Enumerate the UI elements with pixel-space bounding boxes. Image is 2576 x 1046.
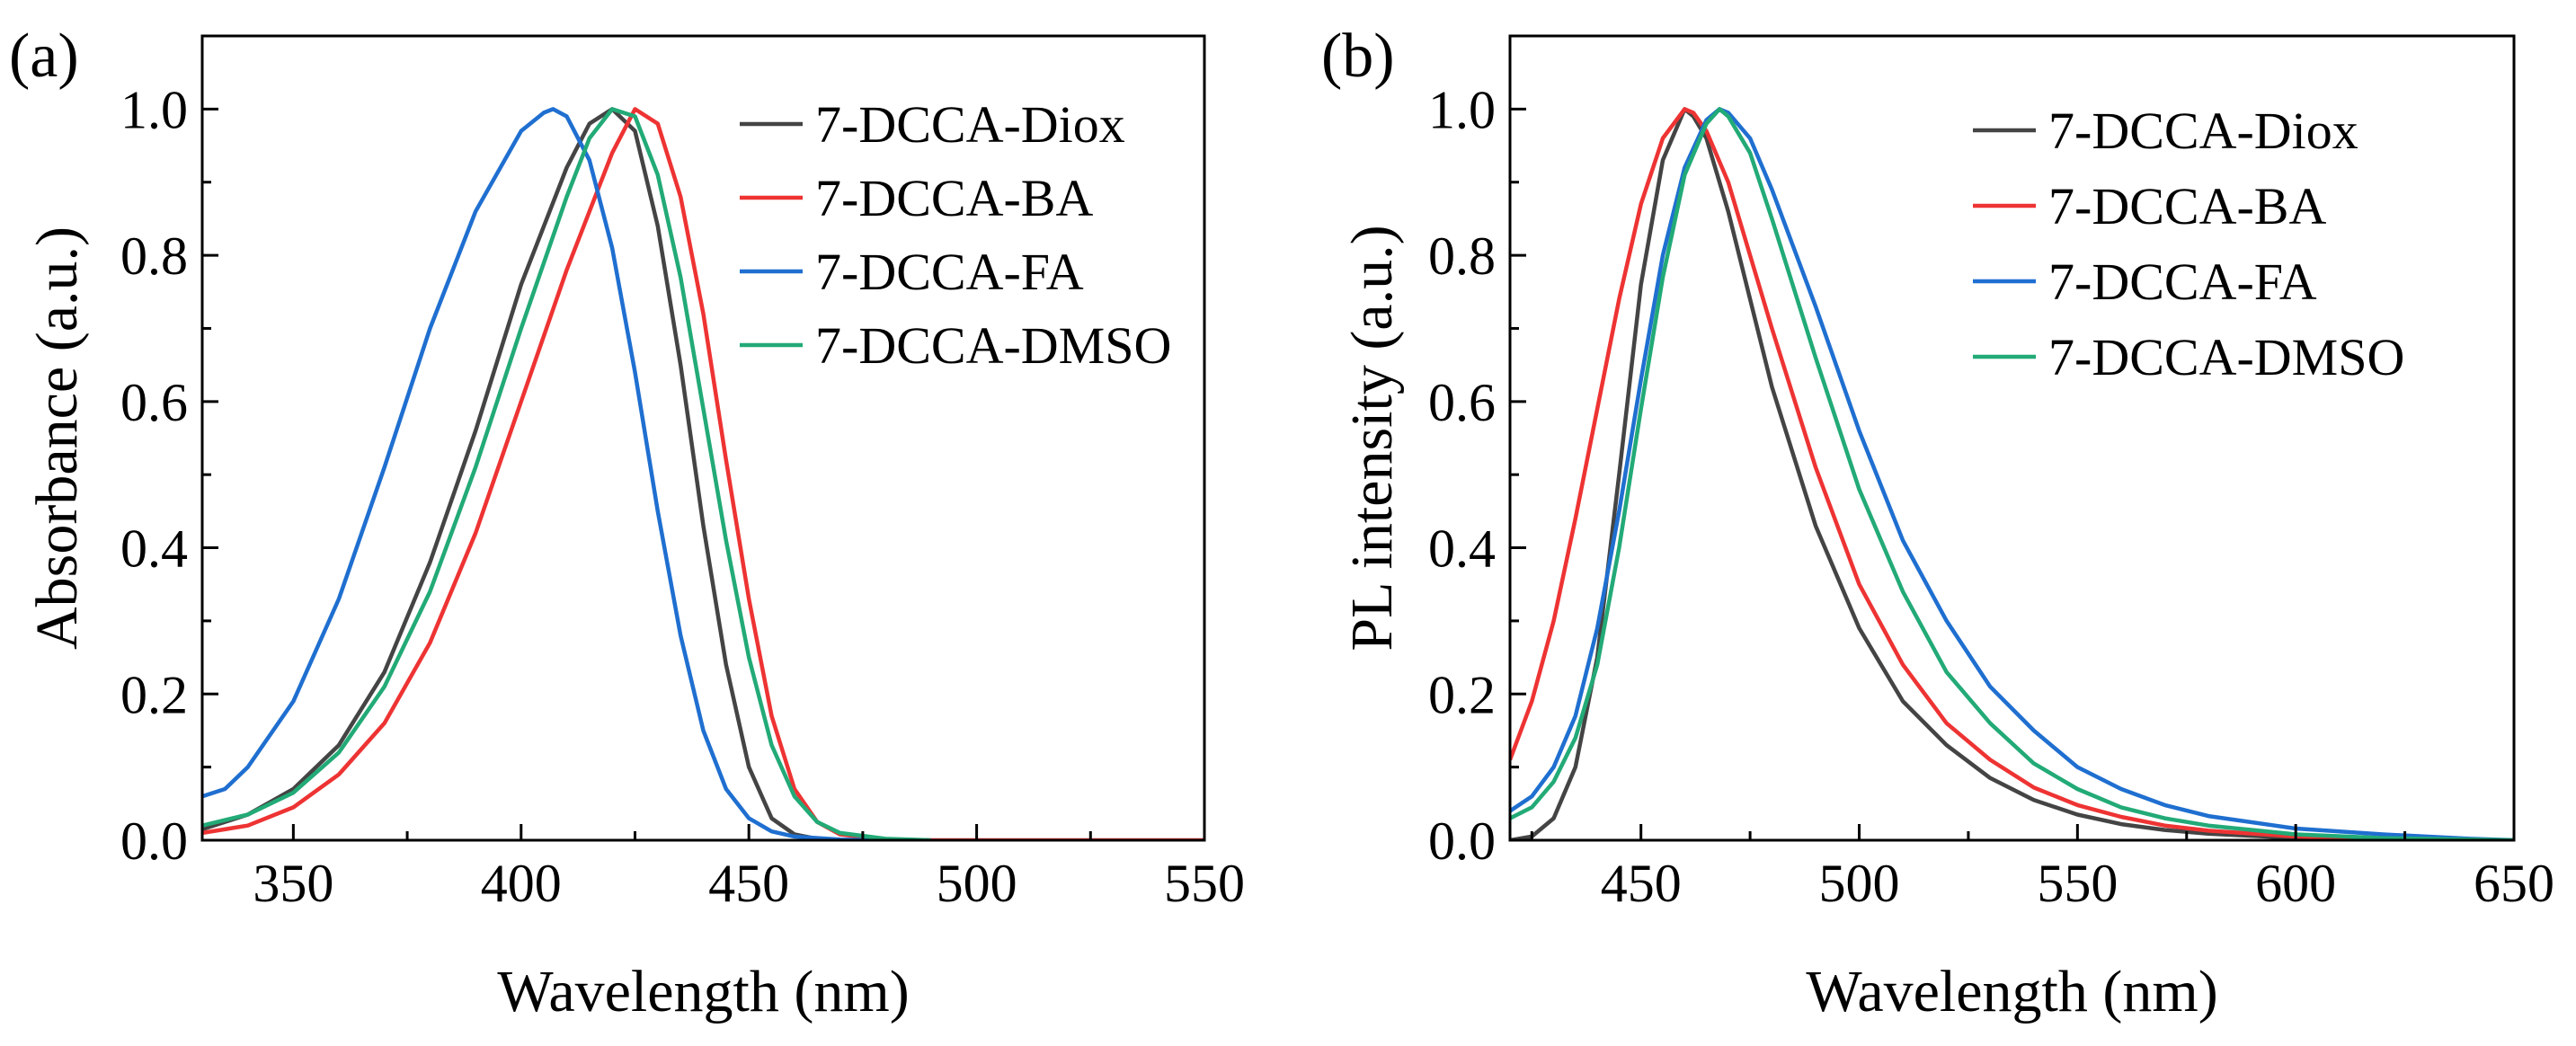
y-tick-label: 0.4 (1428, 519, 1496, 579)
x-axis-label: Wavelength (nm) (497, 959, 909, 1024)
panel-label: (b) (1321, 22, 1395, 91)
y-tick-label: 0.6 (1428, 373, 1496, 432)
panel-label: (a) (9, 22, 79, 91)
x-tick-label: 500 (1819, 854, 1900, 913)
legend: 7-DCCA-Diox 7-DCCA-BA 7-DCCA-FA 7-DCCA-DMSO (740, 95, 1171, 375)
x-tick-label: 350 (253, 854, 333, 913)
x-tick-label: 450 (708, 854, 789, 913)
series-line-7-dcca-diox (202, 107, 840, 840)
series-line-7-dcca-dmso (202, 107, 931, 840)
x-tick-label: 600 (2255, 854, 2336, 913)
legend-label: 7-DCCA-Diox (2048, 102, 2358, 160)
legend: 7-DCCA-Diox 7-DCCA-BA 7-DCCA-FA 7-DCCA-DMSO (1973, 102, 2404, 386)
chart-panel-b: 450 500 550 600 650 0.0 0.2 0.4 0.6 0.8 1.0 Wavelen… (1321, 22, 2554, 1024)
plot-frame (1508, 34, 2516, 842)
legend-label: 7-DCCA-BA (815, 169, 1093, 227)
x-tick-label: 400 (481, 854, 562, 913)
x-tick-label: 500 (937, 854, 1017, 913)
y-axis-label: Absorbance (a.u.) (24, 226, 90, 650)
y-tick-label: 0.0 (1428, 811, 1496, 871)
y-tick-label: 0.6 (120, 373, 188, 432)
y-axis-label: PL intensity (a.u.) (1339, 225, 1405, 651)
legend-label: 7-DCCA-DMSO (2048, 328, 2404, 386)
y-tick-label: 0.2 (1428, 665, 1496, 724)
x-tick-label: 450 (1601, 854, 1682, 913)
x-tick-label: 550 (2037, 854, 2118, 913)
y-tick-label: 0.8 (1428, 226, 1496, 286)
series-line-7-dcca-fa (202, 107, 886, 840)
legend-label: 7-DCCA-FA (815, 243, 1084, 301)
y-tick-label: 0.0 (120, 811, 188, 871)
y-tick-label: 1.0 (1428, 80, 1496, 139)
x-axis-label: Wavelength (nm) (1806, 959, 2217, 1024)
series-line-7-dcca-fa (1510, 107, 2514, 840)
legend-label: 7-DCCA-DMSO (815, 316, 1171, 375)
y-tick-label: 0.2 (120, 665, 188, 724)
y-tick-label: 1.0 (120, 80, 188, 139)
plot-frame (200, 34, 1206, 842)
legend-label: 7-DCCA-BA (2048, 177, 2326, 235)
legend-label: 7-DCCA-Diox (815, 95, 1125, 154)
chart-panel-a: 350 400 450 500 550 0.0 0.2 0.4 0.6 0.8 1.0 Wavelen… (9, 22, 1245, 1024)
series-line-7-dcca-ba (1510, 107, 2514, 840)
x-tick-label: 650 (2474, 854, 2554, 913)
series-line-7-dcca-diox (1510, 107, 2514, 840)
x-tick-label: 550 (1164, 854, 1245, 913)
legend-label: 7-DCCA-FA (2048, 253, 2317, 311)
y-tick-label: 0.4 (120, 519, 188, 579)
y-tick-label: 0.8 (120, 226, 188, 286)
series-line-7-dcca-dmso (1510, 107, 2514, 840)
